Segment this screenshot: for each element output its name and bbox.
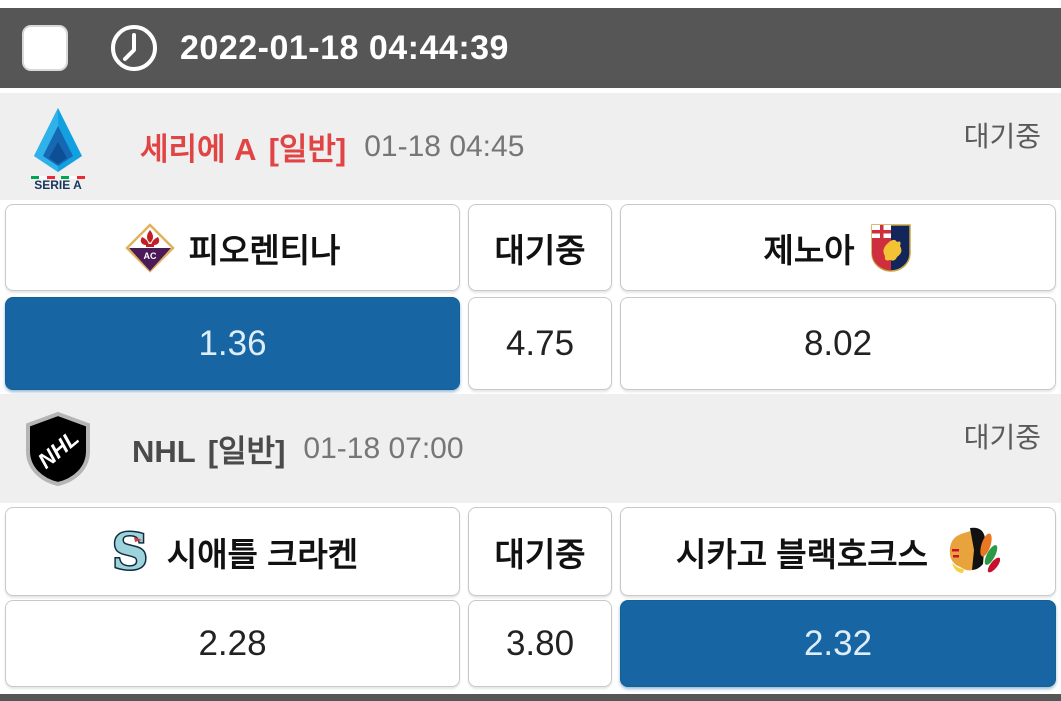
home-odds-button[interactable]: 2.28 (5, 600, 460, 687)
blackhawks-logo (942, 525, 1001, 579)
match-card-serie-a: SERIE A 세리에 A [일반] 01-18 04:45 대기중 (0, 93, 1061, 390)
league-header: NHL NHL [일반] 01-18 07:00 대기중 (0, 394, 1061, 503)
away-team-cell: 제노아 (620, 204, 1056, 291)
away-team-name: 시카고 블랙호크스 (675, 535, 929, 573)
teams-row: AC 피오렌티나 대기중 제노아 (0, 204, 1061, 291)
league-name: NHL (132, 434, 196, 469)
home-team-cell: AC 피오렌티나 (5, 204, 460, 291)
match-datetime: 01-18 04:45 (364, 129, 525, 163)
draw-label-cell: 대기중 (468, 204, 612, 291)
draw-label-cell: 대기중 (468, 507, 612, 596)
home-team-cell: S 시애틀 크라켄 (5, 507, 460, 596)
group-timestamp: 2022-01-18 04:44:39 (180, 28, 509, 67)
divider (0, 88, 1061, 93)
top-white-strip (0, 0, 1061, 8)
league-tag: [일반] (268, 132, 347, 167)
kraken-logo: S (107, 523, 153, 581)
away-odds-button[interactable]: 8.02 (620, 297, 1056, 390)
home-team-name: 피오렌티나 (188, 231, 341, 269)
league-name: 세리에 A (140, 132, 257, 167)
league-header: SERIE A 세리에 A [일반] 01-18 04:45 대기중 (0, 93, 1061, 200)
odds-row: 2.28 3.80 2.32 (0, 600, 1061, 687)
away-odds-value: 8.02 (803, 323, 873, 363)
home-odds-button[interactable]: 1.36 (5, 297, 460, 390)
draw-label: 대기중 (494, 231, 586, 269)
match-status-badge: 대기중 (963, 422, 1041, 453)
serie-a-logo-caption: SERIE A (34, 178, 82, 190)
draw-odds-button[interactable]: 3.80 (468, 600, 612, 687)
select-checkbox[interactable] (22, 25, 68, 71)
match-card-nhl: NHL NHL [일반] 01-18 07:00 대기중 S 시애틀 크라켄 대기… (0, 394, 1061, 687)
draw-label: 대기중 (494, 535, 586, 573)
next-group-header-edge (0, 694, 1061, 701)
away-team-name: 제노아 (763, 231, 855, 269)
home-odds-value: 2.28 (198, 623, 267, 663)
serie-a-logo: SERIE A (18, 104, 98, 190)
match-status-badge: 대기중 (963, 121, 1041, 152)
divider (0, 390, 1061, 394)
fiorentina-logo-caption: AC (143, 251, 156, 261)
home-team-name: 시애틀 크라켄 (166, 535, 359, 573)
away-odds-value: 2.32 (803, 623, 873, 663)
divider (0, 200, 1061, 204)
group-header-bar: 2022-01-18 04:44:39 (0, 8, 1061, 88)
league-title: 세리에 A [일반] (140, 124, 346, 169)
clock-icon (108, 22, 160, 74)
draw-odds-value: 4.75 (505, 323, 575, 363)
divider (0, 596, 1061, 600)
svg-text:S: S (112, 523, 148, 581)
divider (0, 291, 1061, 297)
teams-row: S 시애틀 크라켄 대기중 시카고 블랙호크스 (0, 507, 1061, 596)
draw-odds-button[interactable]: 4.75 (468, 297, 612, 390)
league-tag: [일반] (207, 434, 286, 469)
home-odds-value: 1.36 (198, 323, 267, 363)
fiorentina-logo: AC (124, 222, 175, 273)
away-team-cell: 시카고 블랙호크스 (620, 507, 1056, 596)
odds-row: 1.36 4.75 8.02 (0, 297, 1061, 390)
league-title: NHL [일반] (132, 426, 285, 471)
nhl-logo: NHL (18, 411, 98, 487)
divider (0, 503, 1061, 507)
match-datetime: 01-18 07:00 (303, 431, 464, 465)
genoa-logo (869, 222, 913, 274)
draw-odds-value: 3.80 (505, 623, 575, 663)
away-odds-button[interactable]: 2.32 (620, 600, 1056, 687)
